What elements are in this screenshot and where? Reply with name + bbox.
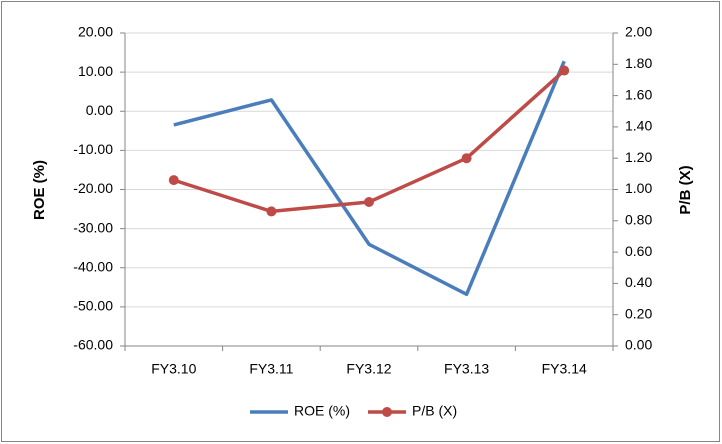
- y2-tick-label: 0.60: [625, 243, 652, 259]
- y2-axis-title: P/B (X): [677, 165, 694, 214]
- y-tick-label: -50.00: [73, 298, 113, 314]
- series-marker: [364, 197, 374, 208]
- y2-tick-label: 0.20: [625, 305, 652, 321]
- x-tick-label: FY3.12: [346, 361, 391, 377]
- legend-label: P/B (X): [412, 403, 457, 419]
- y-tick-label: 0.00: [86, 102, 113, 118]
- series-marker: [461, 153, 472, 164]
- x-tick-label: FY3.11: [249, 361, 293, 377]
- series-line: [173, 60, 566, 297]
- y-tick-label: -20.00: [73, 180, 113, 196]
- y-tick-label: -60.00: [73, 337, 113, 353]
- y-tick-label: -10.00: [73, 141, 113, 157]
- x-tick-label: FY3.14: [542, 361, 587, 377]
- y2-tick-label: 1.20: [625, 149, 652, 165]
- series-marker: [266, 206, 277, 217]
- y2-tick-label: 1.40: [625, 118, 652, 134]
- y-tick-label: 20.00: [78, 24, 113, 40]
- series-marker: [559, 65, 570, 76]
- y2-tick-label: 1.60: [625, 86, 652, 102]
- x-tick-label: FY3.10: [151, 361, 196, 377]
- y2-tick-label: 1.00: [625, 180, 652, 196]
- y2-tick-label: 0.00: [625, 337, 652, 353]
- y-tick-label: -30.00: [73, 219, 113, 235]
- y-tick-label: 10.00: [78, 63, 113, 79]
- y-tick-label: -40.00: [73, 258, 113, 274]
- y-axis-title: ROE (%): [31, 160, 48, 220]
- y2-tick-label: 0.80: [625, 212, 652, 228]
- legend-marker: [382, 407, 392, 417]
- x-tick-label: FY3.13: [444, 361, 489, 377]
- series-marker: [168, 175, 179, 186]
- y2-tick-label: 2.00: [625, 24, 652, 40]
- y2-tick-label: 1.80: [625, 55, 652, 71]
- y2-tick-label: 0.40: [625, 274, 652, 290]
- legend-label: ROE (%): [294, 403, 350, 419]
